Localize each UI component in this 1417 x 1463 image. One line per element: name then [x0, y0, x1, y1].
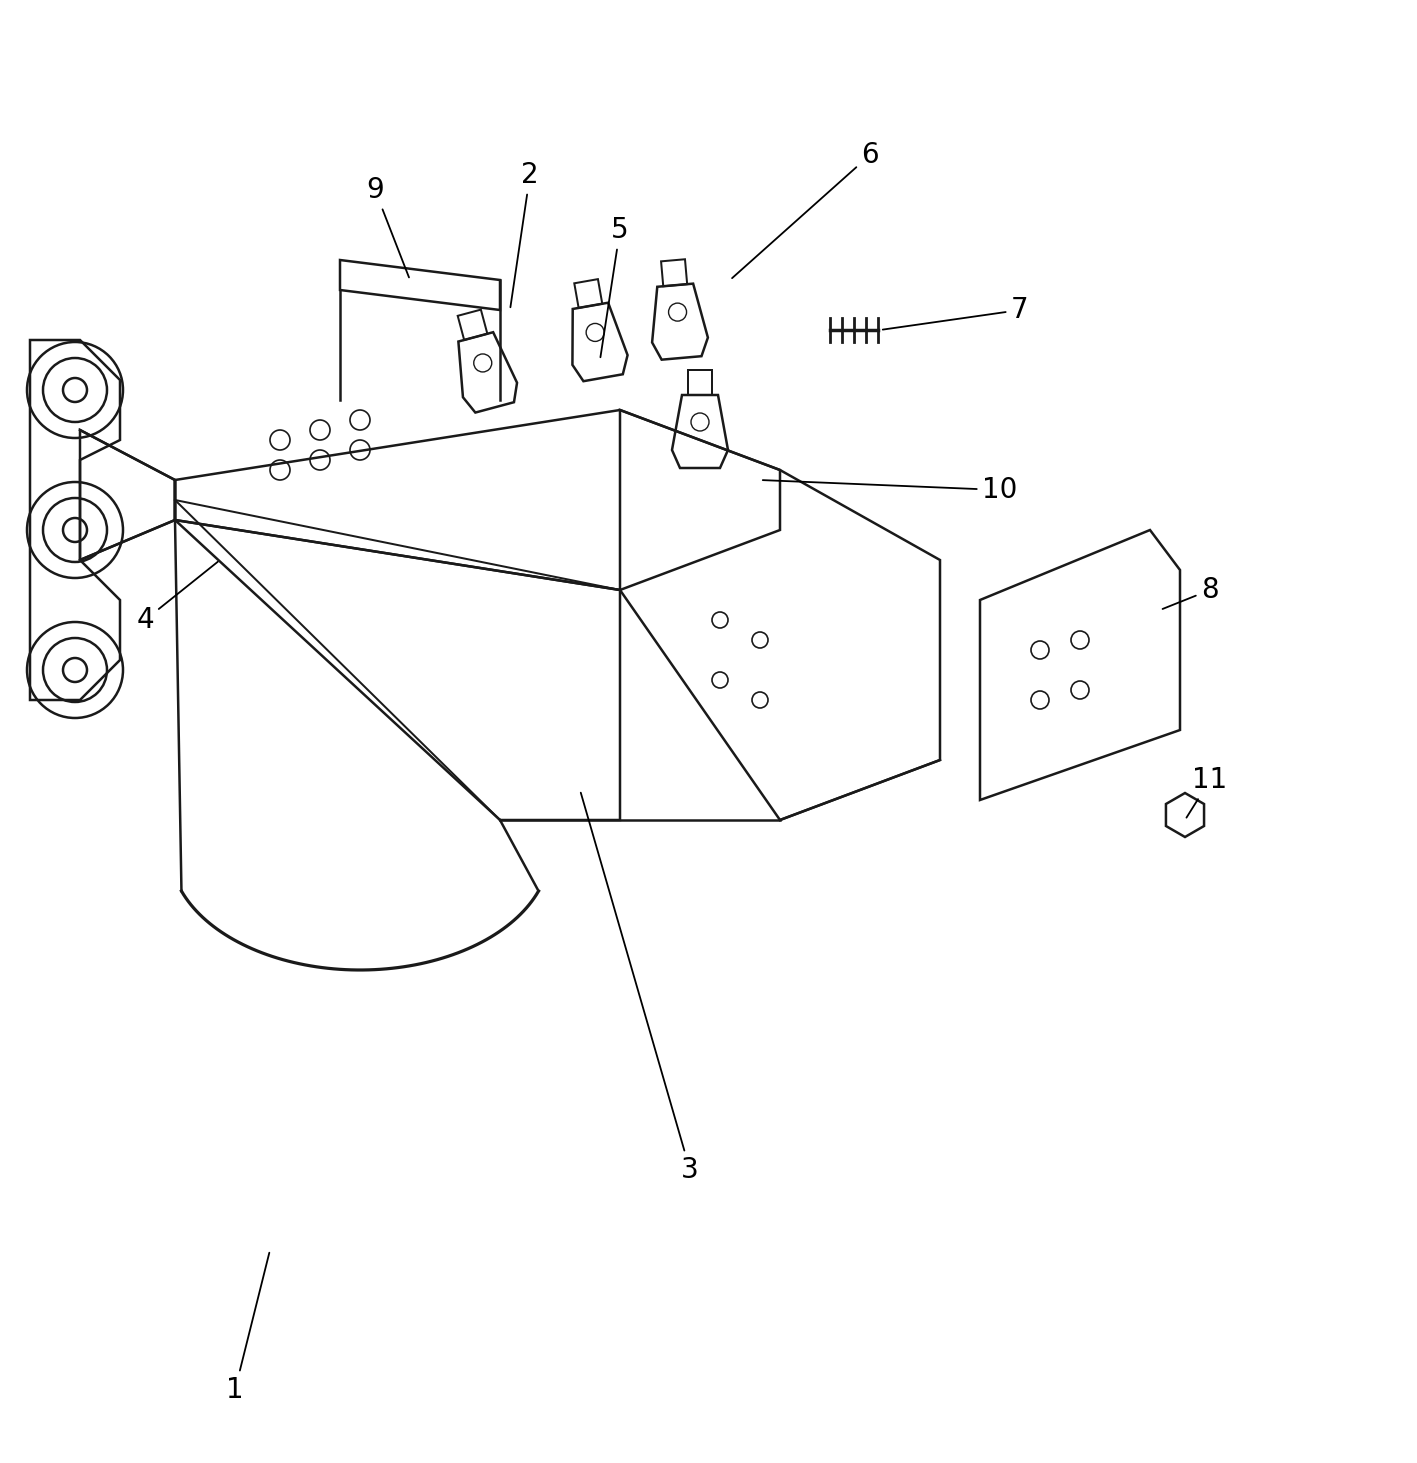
Text: 6: 6	[733, 140, 879, 278]
Text: 5: 5	[601, 217, 629, 357]
Text: 3: 3	[581, 793, 699, 1184]
Text: 4: 4	[136, 562, 218, 633]
Text: 10: 10	[762, 475, 1017, 503]
Text: 11: 11	[1186, 767, 1227, 818]
Text: 2: 2	[510, 161, 538, 307]
Text: 8: 8	[1162, 576, 1219, 609]
Text: 7: 7	[883, 296, 1029, 329]
Text: 1: 1	[227, 1252, 269, 1404]
Text: 9: 9	[366, 176, 410, 278]
